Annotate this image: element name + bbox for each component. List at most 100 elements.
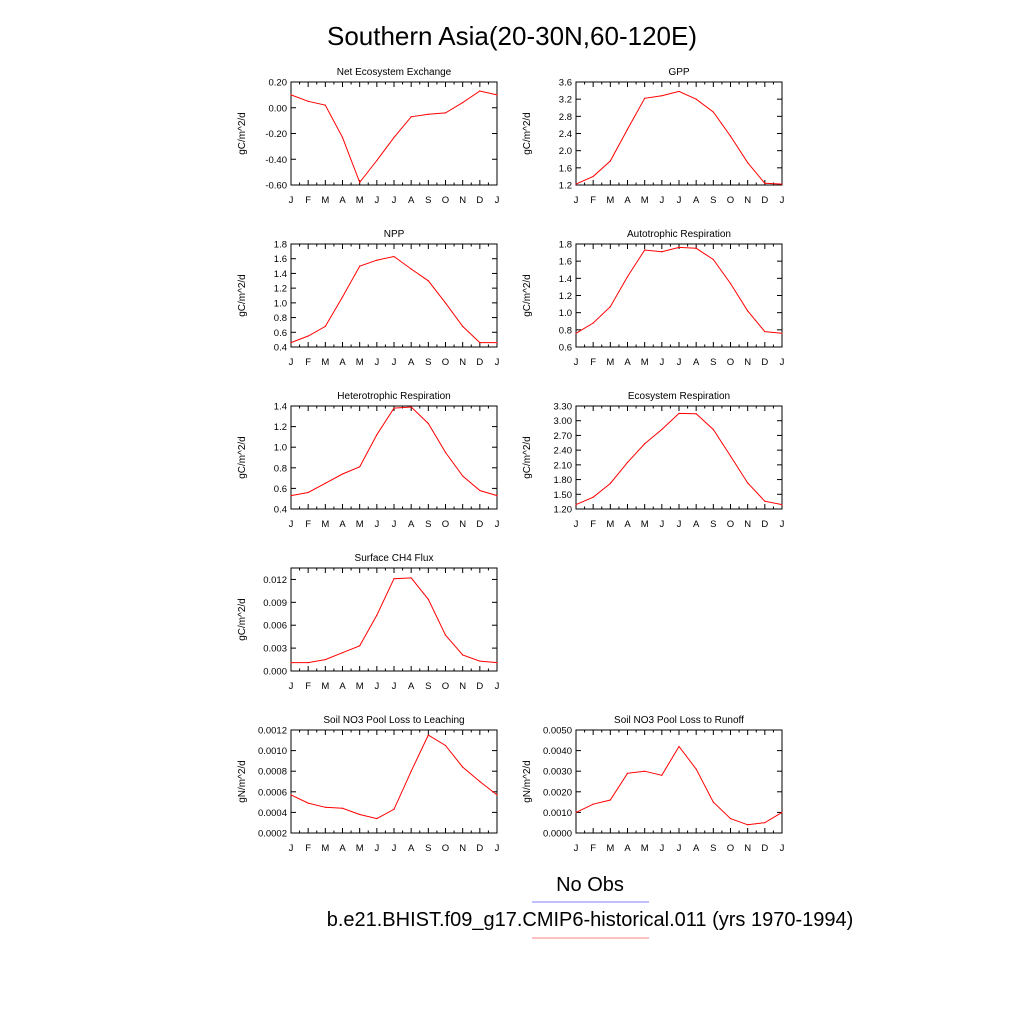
x-tick-label: A	[339, 357, 346, 368]
x-tick-label: J	[780, 357, 785, 368]
y-tick-label: 0.0002	[258, 829, 287, 840]
x-tick-label: D	[761, 843, 768, 854]
plot-frame	[575, 405, 783, 510]
data-point	[729, 817, 732, 820]
x-tick-label: O	[442, 519, 449, 530]
y-tick-label: 1.2	[559, 181, 572, 192]
x-tick-label: M	[321, 843, 329, 854]
x-tick-label: F	[305, 357, 311, 368]
data-point	[444, 302, 447, 304]
data-point	[644, 249, 646, 251]
x-tick-label: A	[408, 195, 415, 206]
data-point	[764, 182, 766, 184]
panel-title: Net Ecosystem Exchange	[337, 67, 452, 78]
y-tick-label: 1.2	[274, 284, 287, 295]
y-tick-label: 0.0006	[258, 787, 287, 798]
y-tick-label: 0.0010	[258, 746, 287, 757]
data-point	[290, 341, 292, 344]
data-point	[678, 745, 680, 748]
data-point	[609, 160, 611, 162]
x-tick-label: S	[425, 519, 431, 530]
data-point	[359, 645, 361, 647]
data-point	[410, 770, 412, 772]
data-point	[644, 770, 646, 772]
x-tick-label: N	[744, 195, 751, 206]
legend: No Obs b.e21.BHIST.f09_g17.CMIP6-histori…	[327, 874, 853, 939]
x-tick-label: J	[374, 195, 379, 206]
y-tick-label: -0.20	[265, 129, 287, 140]
y-tick-label: 0.0030	[543, 767, 572, 778]
data-point	[592, 496, 594, 498]
data-point	[410, 577, 412, 579]
data-point	[427, 280, 429, 282]
data-point	[764, 330, 766, 333]
y-tick-label: 0.20	[269, 78, 288, 89]
x-tick-label: J	[392, 357, 397, 368]
data-point	[307, 335, 309, 337]
y-tick-label: 0.0050	[543, 726, 572, 737]
plot-frame	[290, 243, 498, 348]
x-tick-label: J	[495, 519, 500, 530]
data-point	[712, 111, 714, 113]
data-point	[410, 116, 412, 118]
y-axis-label: gC/m^2/d	[237, 598, 248, 641]
y-tick-label: 0.0004	[258, 808, 287, 819]
x-tick-label: D	[476, 843, 483, 854]
y-tick-label: 1.2	[559, 291, 572, 302]
y-tick-label: 0.4	[274, 343, 287, 354]
x-tick-label: J	[659, 357, 664, 368]
x-tick-label: M	[606, 519, 614, 530]
data-point	[781, 183, 783, 185]
x-tick-label: A	[408, 681, 415, 692]
y-tick-label: 1.6	[559, 163, 572, 174]
x-tick-label: D	[761, 519, 768, 530]
data-point	[592, 803, 594, 805]
plot-frame	[575, 243, 783, 348]
y-tick-label: 0.0008	[258, 767, 287, 778]
data-point	[661, 251, 663, 253]
x-tick-label: J	[574, 843, 579, 854]
data-point	[444, 744, 447, 747]
data-point	[575, 332, 577, 334]
data-point	[781, 811, 783, 814]
plot-frame	[290, 567, 498, 672]
x-tick-label: M	[321, 195, 329, 206]
y-tick-label: 1.6	[559, 257, 572, 268]
panel-title: Soil NO3 Pool Loss to Leaching	[323, 715, 464, 726]
data-point	[496, 341, 498, 344]
y-tick-label: 1.4	[559, 274, 572, 285]
data-point	[462, 766, 464, 768]
x-tick-label: A	[624, 357, 631, 368]
x-tick-label: F	[305, 843, 311, 854]
x-tick-label: J	[392, 843, 397, 854]
x-tick-label: J	[677, 357, 682, 368]
y-tick-label: 3.30	[554, 402, 573, 413]
data-point	[609, 799, 611, 801]
panel-title: Soil NO3 Pool Loss to Runoff	[614, 715, 744, 726]
y-tick-label: 0.000	[263, 667, 287, 678]
data-point	[781, 503, 783, 506]
x-tick-label: O	[727, 519, 734, 530]
x-tick-label: S	[710, 843, 716, 854]
x-tick-label: J	[374, 357, 379, 368]
x-tick-label: F	[590, 843, 596, 854]
y-tick-label: 2.0	[559, 146, 572, 157]
data-point	[324, 104, 326, 106]
x-tick-label: A	[693, 519, 700, 530]
x-tick-label: S	[425, 195, 431, 206]
x-tick-label: O	[442, 843, 449, 854]
data-point	[341, 136, 344, 138]
y-axis-label: gC/m^2/d	[522, 112, 533, 155]
data-point	[393, 136, 395, 138]
data-point	[376, 159, 378, 162]
x-tick-label: F	[590, 519, 596, 530]
x-tick-label: A	[693, 195, 700, 206]
x-tick-label: M	[321, 357, 329, 368]
y-tick-label: 0.8	[274, 313, 287, 324]
y-axis-label: gC/m^2/d	[237, 274, 248, 317]
y-tick-label: 1.6	[274, 254, 287, 265]
